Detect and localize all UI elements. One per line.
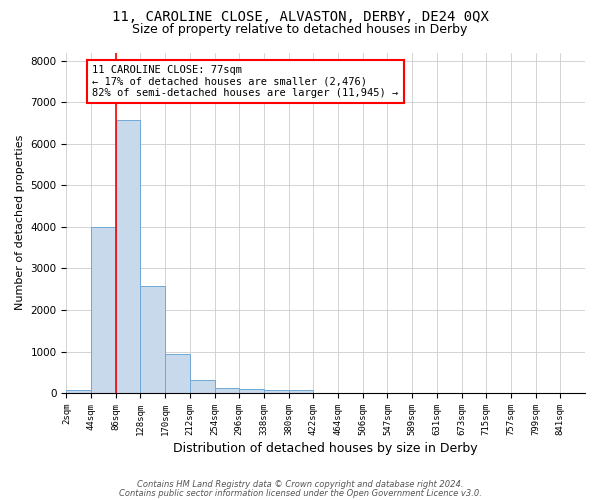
Bar: [190, 380, 215, 393]
Y-axis label: Number of detached properties: Number of detached properties: [15, 135, 25, 310]
Text: Contains HM Land Registry data © Crown copyright and database right 2024.: Contains HM Land Registry data © Crown c…: [137, 480, 463, 489]
Bar: [215, 388, 239, 393]
Text: 11, CAROLINE CLOSE, ALVASTON, DERBY, DE24 0QX: 11, CAROLINE CLOSE, ALVASTON, DERBY, DE2…: [112, 10, 488, 24]
Text: Contains public sector information licensed under the Open Government Licence v3: Contains public sector information licen…: [119, 488, 481, 498]
Text: 11 CAROLINE CLOSE: 77sqm
← 17% of detached houses are smaller (2,476)
82% of sem: 11 CAROLINE CLOSE: 77sqm ← 17% of detach…: [92, 65, 398, 98]
Bar: [67, 390, 91, 393]
Bar: [91, 227, 116, 393]
Bar: [116, 120, 140, 393]
Bar: [140, 286, 165, 393]
X-axis label: Distribution of detached houses by size in Derby: Distribution of detached houses by size …: [173, 442, 478, 455]
Bar: [264, 390, 289, 393]
Bar: [165, 354, 190, 393]
Bar: [289, 390, 313, 393]
Text: Size of property relative to detached houses in Derby: Size of property relative to detached ho…: [133, 22, 467, 36]
Bar: [239, 390, 264, 393]
